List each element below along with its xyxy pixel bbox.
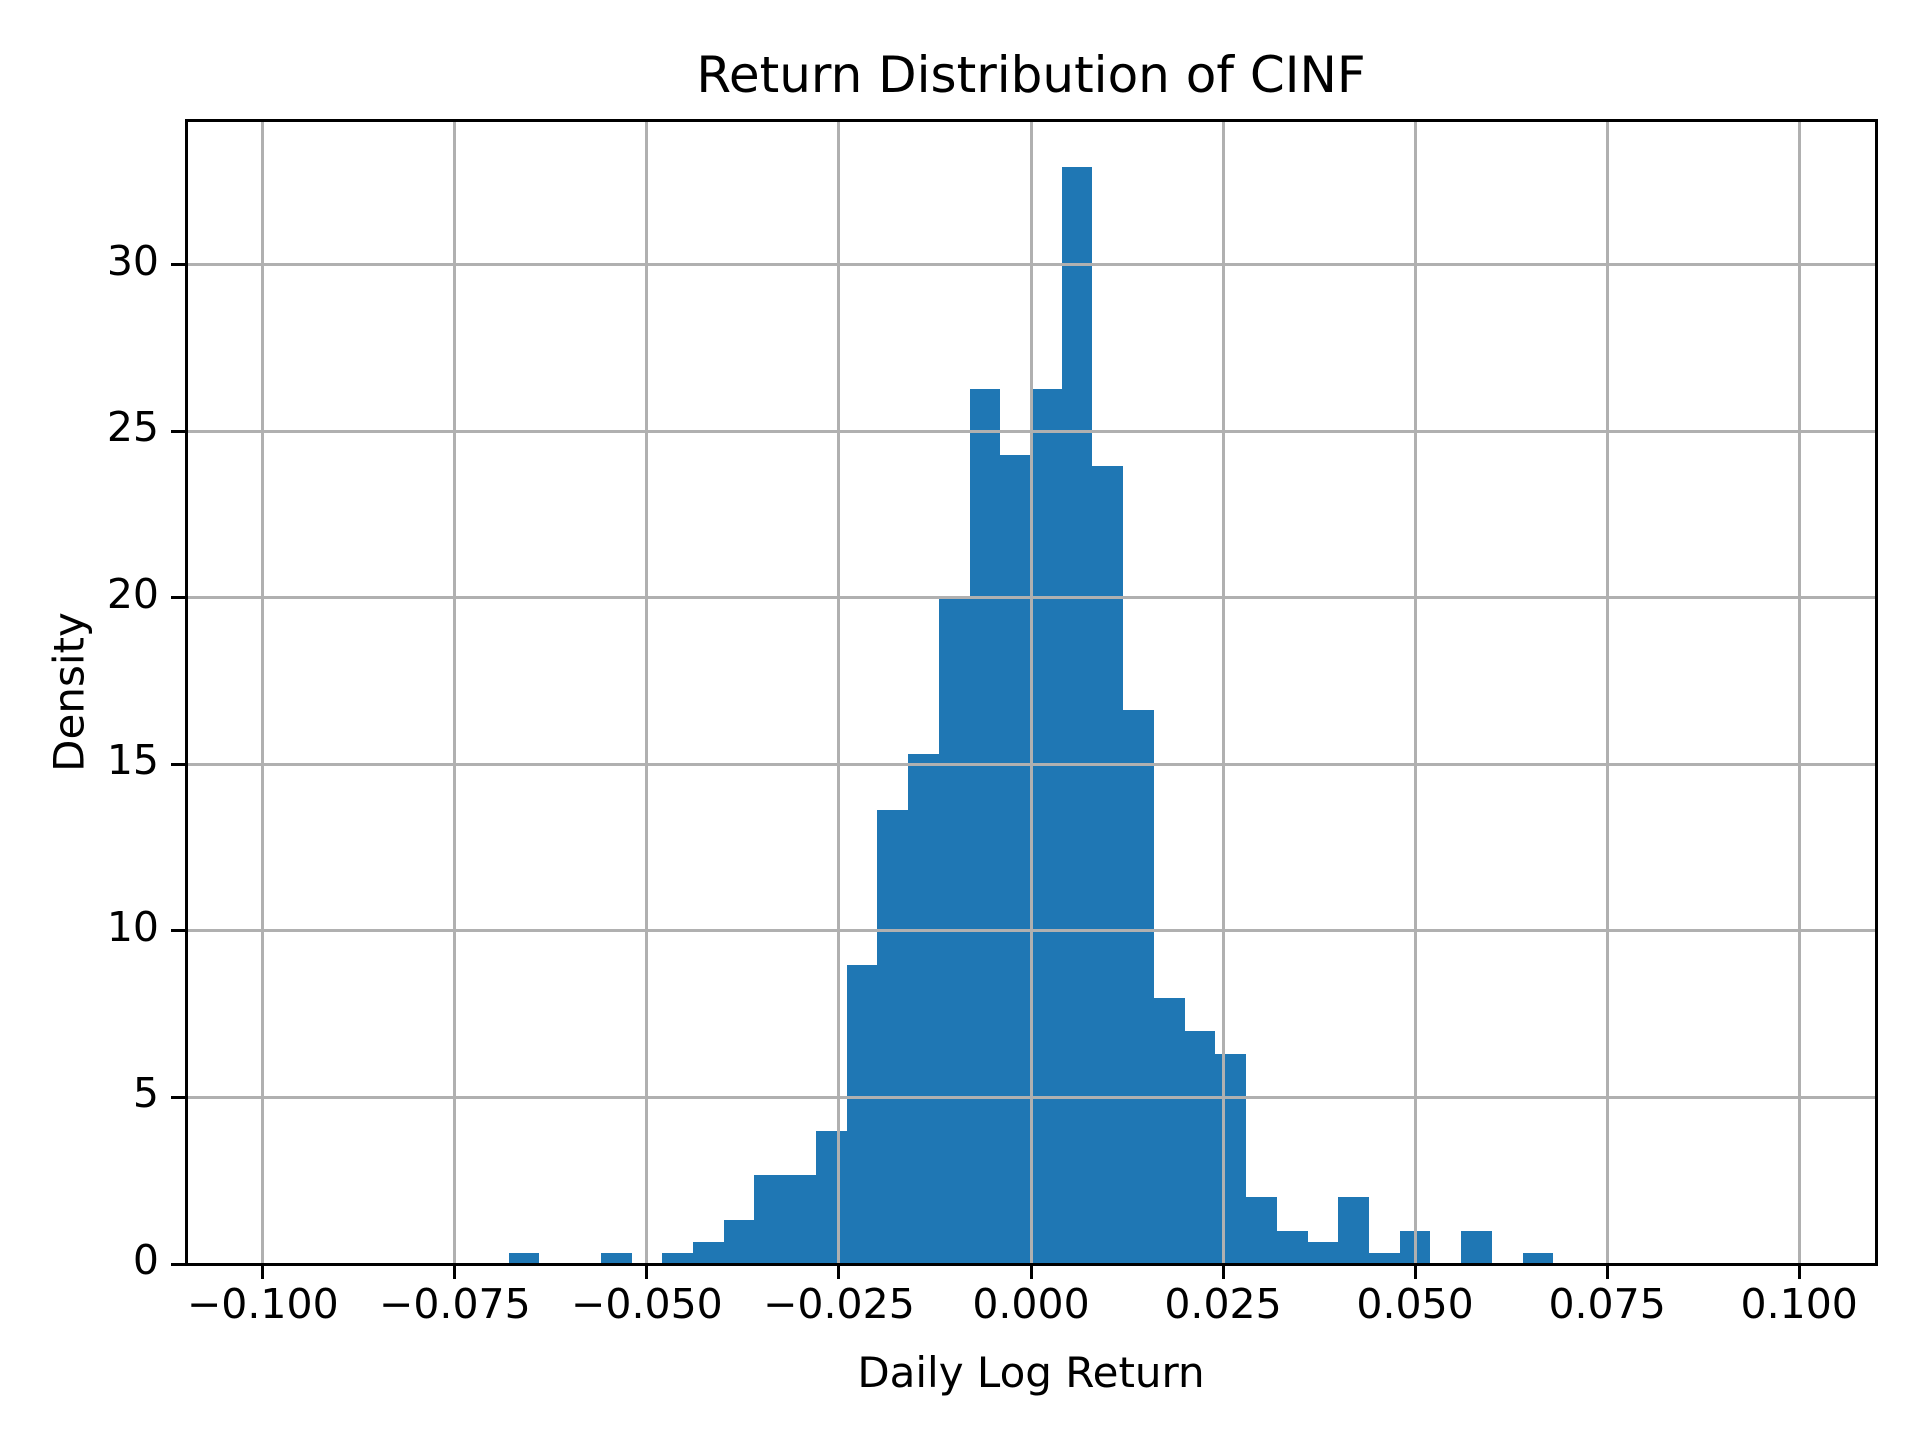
histogram-bar [1369, 1253, 1400, 1264]
y-tick-mark [171, 1095, 186, 1099]
x-tick-mark [1413, 1264, 1417, 1279]
x-tick-label: 0.075 [1548, 1280, 1666, 1328]
left-spine [184, 118, 188, 1266]
top-spine [184, 118, 1878, 122]
histogram-bar [877, 809, 909, 1264]
x-tick-mark [837, 1264, 841, 1279]
histogram-bar [693, 1241, 724, 1264]
y-gridline [186, 762, 1876, 766]
y-tick-mark [171, 762, 186, 766]
histogram-bar [1461, 1230, 1492, 1264]
histogram-bar [815, 1131, 847, 1264]
x-tick-mark [1797, 1264, 1801, 1279]
histogram-bar [1307, 1241, 1339, 1264]
histogram-bar [723, 1219, 755, 1264]
y-tick-label: 10 [106, 902, 159, 951]
y-tick-label: 5 [132, 1069, 159, 1118]
y-gridline [186, 929, 1876, 933]
histogram-bar [600, 1253, 632, 1264]
spines-layer [184, 118, 1878, 1266]
x-tick-label: 0.025 [1164, 1280, 1282, 1328]
histogram-bar [1061, 167, 1093, 1264]
histogram-bar [1000, 455, 1031, 1264]
histogram-bar [1215, 1053, 1247, 1264]
y-tick-mark [171, 263, 186, 267]
x-gridline [1605, 120, 1609, 1264]
histogram-bar [1246, 1197, 1277, 1264]
x-axis-label: Daily Log Return [857, 1348, 1205, 1397]
y-gridline [186, 1095, 1876, 1099]
histogram-bar [508, 1253, 540, 1264]
y-tick-mark [171, 1262, 186, 1266]
x-tick-mark [1029, 1264, 1033, 1279]
histogram-bar [662, 1253, 693, 1264]
y-tick-label: 0 [132, 1236, 159, 1284]
x-gridline [261, 120, 265, 1264]
y-gridline [186, 263, 1876, 267]
histogram-bar [785, 1175, 816, 1264]
x-gridline [1797, 120, 1801, 1264]
x-tick-mark [1605, 1264, 1609, 1279]
y-tick-label: 30 [106, 236, 159, 285]
x-tick-mark [1221, 1264, 1225, 1279]
x-tick-label: −0.050 [571, 1280, 723, 1328]
histogram-bar [1153, 998, 1185, 1264]
y-tick-mark [171, 429, 186, 433]
grid-layer [186, 120, 1876, 1264]
right-spine [1874, 118, 1878, 1266]
y-tick-mark [171, 929, 186, 933]
histogram-bar [1338, 1197, 1369, 1264]
y-tick-label: 15 [106, 736, 159, 785]
y-tick-mark [171, 596, 186, 600]
x-tick-mark [453, 1264, 457, 1279]
y-tick-label: 25 [106, 403, 159, 452]
x-tick-label: −0.025 [763, 1280, 915, 1328]
x-gridline [453, 120, 457, 1264]
x-tick-label: 0.050 [1356, 1280, 1474, 1328]
histogram-bar [1522, 1253, 1554, 1264]
y-gridline [186, 596, 1876, 600]
bottom-spine [184, 1262, 1878, 1266]
histogram-bar [969, 388, 1001, 1264]
y-gridline [186, 429, 1876, 433]
x-tick-mark [645, 1264, 649, 1279]
x-tick-label: 0.000 [972, 1280, 1090, 1328]
y-tick-label: 20 [106, 569, 159, 618]
x-tick-label: −0.100 [186, 1280, 339, 1328]
plot-area [184, 118, 1878, 1266]
x-tick-label: −0.075 [378, 1280, 531, 1328]
histogram-bar [1184, 1031, 1216, 1264]
x-gridline [1413, 120, 1417, 1264]
x-tick-label: 0.100 [1740, 1280, 1858, 1328]
x-gridline [837, 120, 841, 1264]
x-tick-mark [261, 1264, 265, 1279]
chart-title: Return Distribution of CINF [696, 46, 1366, 104]
x-gridline [1029, 120, 1033, 1264]
histogram-bar [1031, 388, 1062, 1264]
histogram-bar [1276, 1230, 1308, 1264]
histogram-bar [846, 964, 878, 1264]
histogram-bar [754, 1175, 786, 1264]
histogram-bar [908, 754, 939, 1264]
x-gridline [1221, 120, 1225, 1264]
histogram-bar [1123, 710, 1154, 1264]
x-gridline [645, 120, 649, 1264]
